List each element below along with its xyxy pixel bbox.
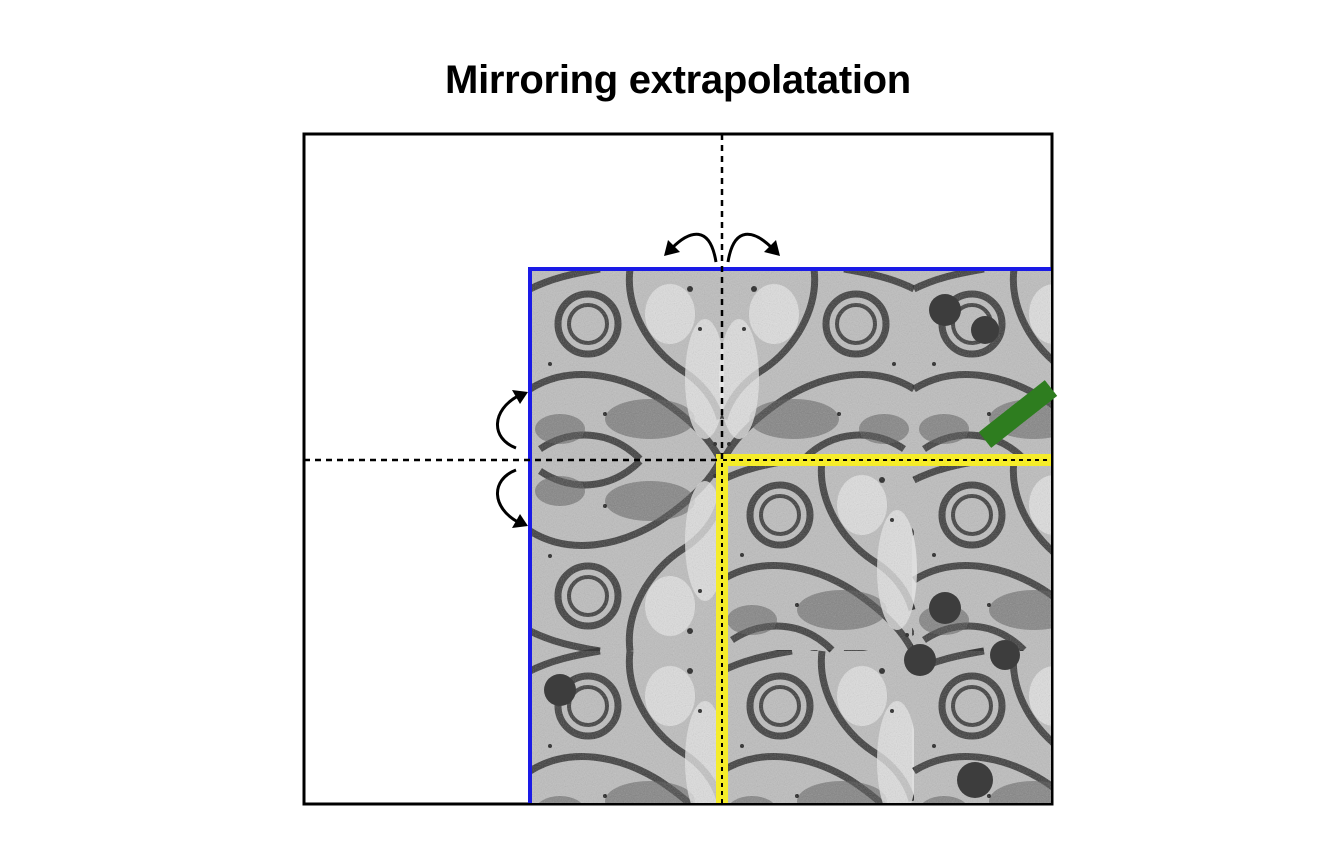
flip-arrow-left-down xyxy=(496,468,519,524)
figure-title: Mirroring extrapolatation xyxy=(445,58,911,102)
flip-arrow-left-up xyxy=(496,394,519,450)
flip-arrow-top-right xyxy=(726,232,774,263)
original-image-region xyxy=(716,454,1051,803)
flip-arrow-top-left xyxy=(670,232,718,263)
mirrored-em-image xyxy=(528,267,1051,803)
green-marker xyxy=(978,380,1058,448)
